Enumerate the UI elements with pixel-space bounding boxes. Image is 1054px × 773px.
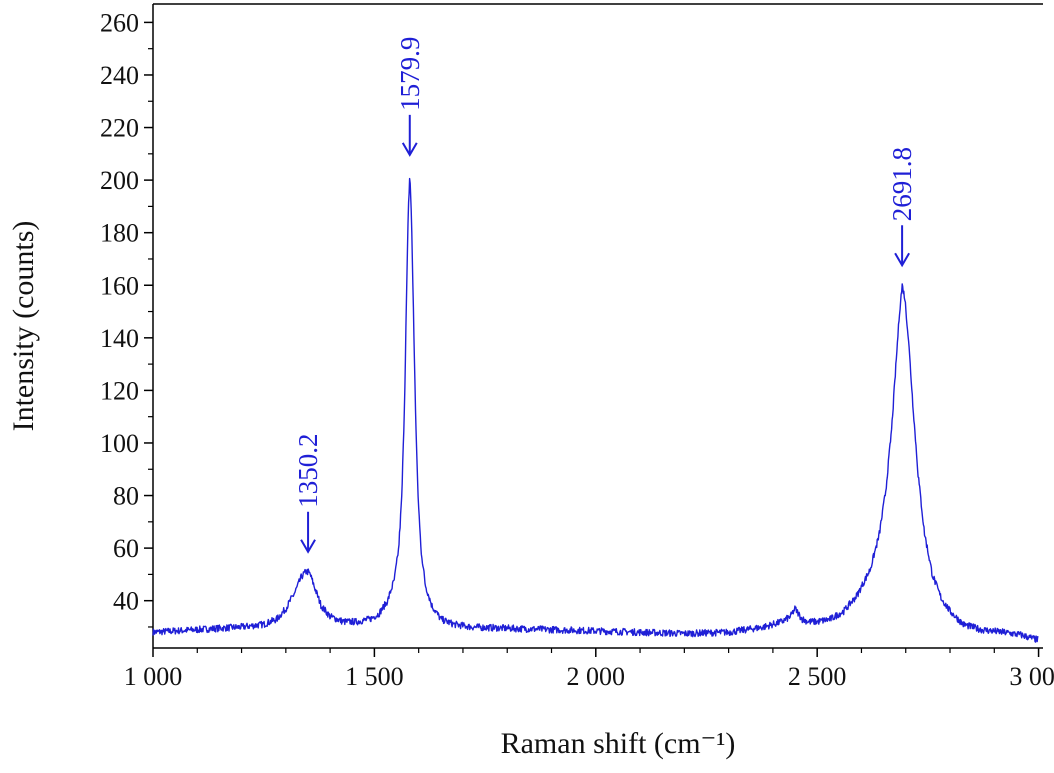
x-tick-label: 3 000	[1009, 662, 1054, 691]
x-axis-title: Raman shift (cm⁻¹)	[501, 727, 736, 760]
y-tick-label: 160	[100, 271, 139, 300]
y-tick-label: 40	[113, 587, 139, 616]
y-tick-label: 240	[100, 61, 139, 90]
peak-label: 1350.2	[293, 434, 323, 508]
peak-label: 2691.8	[887, 147, 917, 221]
y-tick-label: 200	[100, 166, 139, 195]
peak-arrow-head	[894, 252, 910, 268]
peak-label: 1579.9	[395, 37, 425, 111]
y-axis-ticks: 40 60 80 100 120 140 160 180 200 220 240 260	[100, 8, 153, 628]
y-tick-label: 120	[100, 376, 139, 405]
x-tick-label: 1 000	[124, 662, 183, 691]
x-tick-label: 2 500	[788, 662, 847, 691]
y-axis-title: Intensity (counts)	[7, 221, 40, 432]
y-tick-label: 100	[100, 429, 139, 458]
y-tick-label: 180	[100, 219, 139, 248]
peak-arrow-head	[300, 539, 316, 554]
spectrum-line	[152, 177, 1039, 643]
spectrum-series-layer	[152, 177, 1039, 643]
y-tick-label: 140	[100, 324, 139, 353]
peak-arrow-head	[401, 142, 418, 157]
y-tick-label: 80	[113, 482, 139, 511]
x-axis-ticks: 1 000 1 500 2 000 2 500 3 000	[124, 648, 1054, 691]
y-tick-label: 260	[100, 8, 139, 37]
peak-annotations: 1350.2 1579.9 2691.8	[293, 37, 917, 554]
y-tick-label: 60	[113, 534, 139, 563]
x-tick-label: 1 500	[345, 662, 404, 691]
y-tick-label: 220	[100, 114, 139, 143]
x-tick-label: 2 000	[567, 662, 626, 691]
